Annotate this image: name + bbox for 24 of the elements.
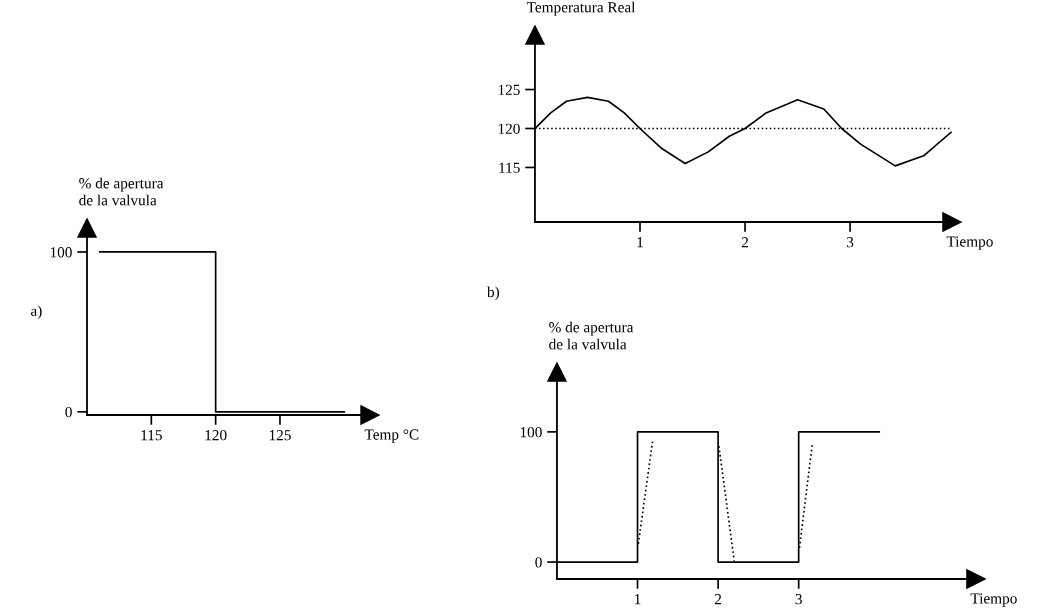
- x-axis-title: Tiempo: [970, 593, 1017, 607]
- x-tick-label: 120: [205, 430, 227, 441]
- y-axis-title: Temperatura Real: [526, 1, 636, 16]
- x-tick-label: 3: [846, 237, 854, 248]
- y-tick-label: 0: [535, 557, 542, 568]
- text: a): [30, 305, 42, 320]
- y-tick-label: 120: [498, 123, 520, 134]
- y-tick-label: 115: [499, 162, 520, 173]
- x-tick-label: 1: [637, 237, 643, 248]
- x-tick-label: 125: [269, 430, 291, 441]
- y-tick-label: 0: [65, 406, 72, 418]
- y-tick-label: 100: [50, 247, 72, 258]
- text: b): [486, 286, 500, 301]
- x-axis-title: Tiempo: [946, 236, 993, 250]
- x-tick-label: 2: [741, 237, 749, 248]
- x-tick-label: 1: [635, 594, 641, 605]
- x-tick-label: 2: [714, 594, 722, 605]
- y-axis-title: % de apertura de la valvula: [549, 321, 634, 350]
- x-tick-label: 115: [141, 430, 162, 441]
- x-tick-label: 3: [795, 594, 802, 605]
- x-axis-title: Temp °C: [364, 429, 419, 443]
- y-axis-title: % de apertura de la valvula: [79, 177, 164, 206]
- y-tick-label: 100: [520, 427, 542, 438]
- y-tick-label: 125: [498, 84, 520, 95]
